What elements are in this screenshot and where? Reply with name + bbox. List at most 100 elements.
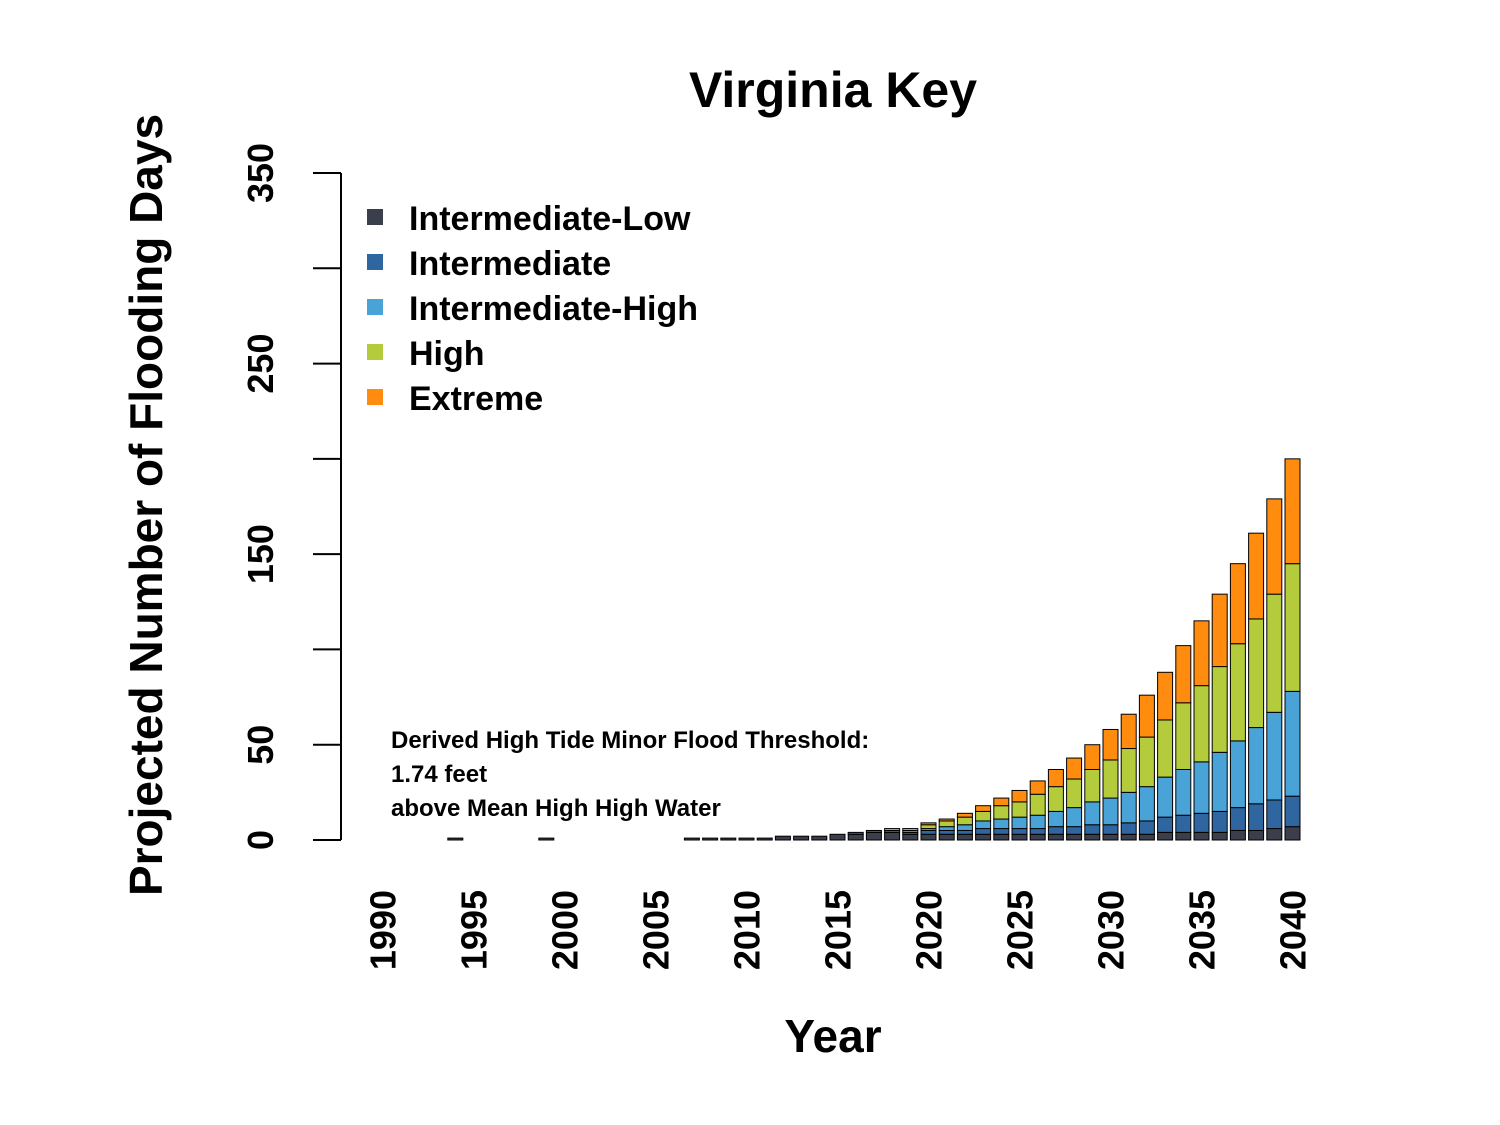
bar-segment [1011,816,1028,830]
bar-segment [975,820,992,830]
legend-label: Intermediate [409,245,611,283]
x-tick-label: 1995 [454,890,495,970]
bar-segment [1029,814,1046,830]
x-tick-label: 2030 [1091,890,1132,970]
bar-segment [993,818,1010,830]
bar-segment [865,831,882,841]
bar-segment [1047,833,1064,841]
bar-segment [920,824,937,830]
bar-segment [938,826,955,831]
bar-segment [1175,768,1192,816]
legend-label: Intermediate-High [409,290,698,328]
x-tick-label: 2035 [1182,890,1223,970]
bar-segment [993,797,1010,807]
bar-segment [1175,702,1192,770]
bar-segment [920,833,937,841]
bar-segment [1193,685,1210,763]
bar-segment [1175,831,1192,841]
bar-segment [1120,748,1137,793]
bar-segment [1138,833,1155,841]
legend-label: High [409,335,485,373]
bar-segment [993,805,1010,820]
x-tick-label: 2020 [909,890,950,970]
bar-segment [720,837,737,841]
x-tick-label: 2005 [636,890,677,970]
bar-segment [1120,713,1137,750]
bar-segment [920,822,937,826]
bar-segment [938,833,955,841]
bar-segment [1157,816,1174,833]
bar-segment [1284,563,1301,692]
bar-segment [1120,822,1137,835]
bar-segment [975,810,992,822]
bar-segment [1266,593,1283,713]
y-tick-label: 150 [240,524,281,584]
bar-segment [1157,671,1174,721]
bar-segment [1084,833,1101,841]
x-tick-label: 2040 [1273,890,1314,970]
bar-segment [847,833,864,841]
bar-segment [1120,791,1137,824]
bar-segment [865,829,882,833]
bar-segment [884,828,901,831]
bar-segment [1211,666,1228,753]
bar-segment [902,833,919,841]
x-tick-label: 2025 [1000,890,1041,970]
bar-segment [1102,797,1119,826]
bar-segment [1011,789,1028,803]
bar-segment [1157,776,1174,818]
bar-segment [975,805,992,812]
bar-segment [1029,828,1046,835]
bar-segment [1029,833,1046,841]
bar-segment [702,837,719,841]
bar-segment [1157,719,1174,778]
x-axis-title: Year [784,1010,881,1062]
bar-segment [1084,801,1101,826]
bars [447,458,1301,841]
bar-segment [956,829,973,835]
bar-segment [847,831,864,835]
bar-segment [683,837,700,841]
bar-segment [884,831,901,841]
bar-segment [1211,751,1228,812]
bar-segment [1066,757,1083,780]
x-tick-label: 2000 [545,890,586,970]
bar-segment [1066,778,1083,809]
bar-segment [1248,618,1265,729]
bar-segment [1102,833,1119,841]
bar-segment [1011,828,1028,835]
threshold-annotation: Derived High Tide Minor Flood Threshold:… [391,727,869,822]
bar-segment [811,835,828,841]
bar-segment [1175,814,1192,833]
bar-segment [956,816,973,826]
legend-swatch [367,344,383,360]
bar-segment [1229,643,1246,742]
bar-segment [956,833,973,841]
bar-segment [1047,810,1064,828]
bar-segment [1102,728,1119,761]
bar-segment [1248,727,1265,805]
bar-segment [1029,793,1046,816]
x-tick-label: 2015 [818,890,859,970]
bar-segment [1029,780,1046,795]
legend-swatch [367,389,383,405]
legend-swatch [367,254,383,270]
legend-label: Extreme [409,380,543,418]
bar-segment [1229,829,1246,841]
bar-segment [1102,824,1119,835]
x-tick-label: 2010 [727,890,768,970]
bar-segment [774,835,791,841]
bar-segment [1157,831,1174,841]
x-axis: 1990 1995 2000 2005 2010 2015 2020 2025 2030 2035… [363,890,1314,970]
bar-segment [1211,810,1228,833]
bar-segment [938,818,955,822]
bar-segment [1229,807,1246,831]
legend-swatch [367,299,383,315]
bar-segment [1066,807,1083,828]
bar-segment [1011,833,1028,841]
bar-segment [902,828,919,831]
bar-segment [1248,803,1265,831]
bar-segment [975,833,992,841]
bar-segment [793,835,810,841]
